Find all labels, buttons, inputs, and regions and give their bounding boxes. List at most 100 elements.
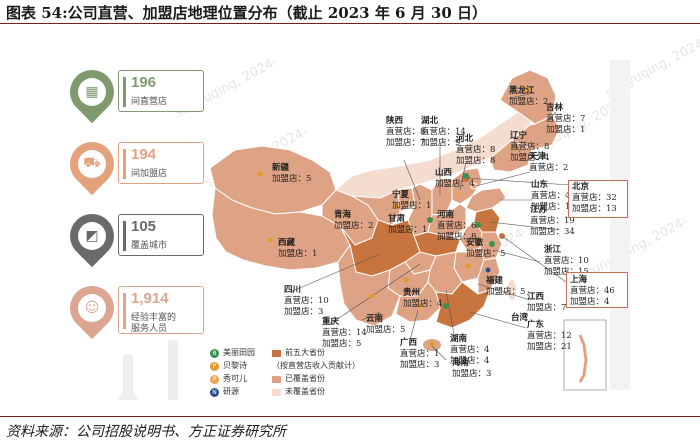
legend-swatch — [272, 375, 281, 383]
background-shadow — [610, 60, 630, 390]
legend-item: 已覆盖省份 — [272, 373, 325, 384]
brand-marker-icon — [393, 203, 399, 209]
store-count: 直营店：8 — [456, 145, 496, 155]
store-count: 加盟店：4 — [435, 179, 475, 189]
store-count: 加盟店：5 — [466, 249, 506, 259]
province-label-heilongjiang: 黑龙江 加盟店：2 — [509, 86, 548, 108]
store-count: 加盟店：1 — [278, 249, 318, 259]
province-label-ningxia: 宁夏 加盟店：1 — [392, 190, 431, 212]
store-count: 直营店：7 — [546, 114, 586, 124]
province-label-beijing: 北京 直营店：32 加盟店：13 — [572, 182, 617, 215]
legend-item: P 贝黎诗 — [210, 360, 247, 371]
province-name: 吉林 — [546, 103, 564, 113]
brand-marker-icon — [489, 241, 495, 247]
legend-text: 已覆盖省份 — [285, 374, 325, 383]
store-count: 直营店：4 — [450, 345, 490, 355]
store-count: 加盟店：8 — [456, 156, 496, 166]
people-icon: ☺ — [78, 294, 106, 322]
legend-swatch — [272, 349, 281, 357]
province-name: 河南 — [437, 210, 455, 220]
store-count: 加盟店：3 — [284, 307, 324, 317]
stat-accent — [123, 221, 126, 251]
province-name: 湖南 — [450, 334, 468, 344]
stat-direct-stores: ▦ 196 间直营店 — [60, 60, 206, 124]
figure-title: 图表 54:公司直营、加盟店地理位置分布（截止 2023 年 6 月 30 日） — [6, 4, 488, 22]
store-count: 直营店：8 — [386, 127, 426, 137]
stat-value: 1,914 — [131, 290, 169, 307]
province-label-qinghai: 青海 加盟店：2 — [334, 210, 373, 232]
province-label-hunan: 湖南 直营店：4 加盟店：4 — [450, 334, 489, 367]
province-label-jiangsu: 江苏 直营店：19 加盟店：34 — [530, 205, 575, 238]
province-shandong — [465, 187, 507, 213]
province-label-xinjiang: 新疆 加盟店：5 — [272, 163, 311, 185]
brand-dot-icon: P — [210, 374, 219, 384]
province-name: 江西 — [527, 292, 545, 302]
store-count: 加盟店：13 — [531, 202, 576, 212]
province-label-taiwan: 台湾 — [511, 313, 528, 324]
store-count: 直营店：10 — [284, 296, 329, 306]
store-count: 加盟店：1 — [392, 201, 432, 211]
store-count: 加盟店：8 — [437, 232, 477, 242]
province-name: 广东 — [527, 320, 545, 330]
store-count: 加盟店：3 — [400, 360, 440, 370]
legend-item: 未覆盖省份 — [272, 386, 325, 397]
stat-value: 105 — [131, 218, 157, 235]
legend-text: 秀可儿 — [223, 374, 247, 383]
province-name: 山东 — [531, 180, 549, 190]
province-name: 山西 — [435, 168, 453, 178]
store-count: 加盟店：5 — [366, 325, 406, 335]
store-count: 加盟店：21 — [527, 342, 572, 352]
province-label-shandong: 山东 直营店：4 加盟店：13 — [531, 180, 576, 213]
province-name: 上海 — [570, 275, 588, 285]
legend-text: 未覆盖省份 — [285, 387, 325, 396]
store-count: 加盟店：4 — [450, 356, 490, 366]
province-name: 广西 — [400, 338, 418, 348]
province-name: 河北 — [456, 134, 474, 144]
stat-service-staff: ☺ 1,914 经验丰富的 服务人员 — [60, 276, 206, 340]
legend-text: 前五大省份 — [285, 348, 325, 357]
storefront-icon: ▦ — [78, 78, 106, 106]
brand-marker-icon — [524, 87, 530, 93]
province-label-guizhou: 贵州 加盟店：4 — [403, 288, 442, 310]
legend-item: B 美丽田园 — [210, 347, 255, 358]
stat-label: 间直营店 — [131, 97, 168, 107]
stat-franchise-stores: ⛟ 194 间加盟店 — [60, 132, 206, 196]
store-count: 直营店：19 — [530, 216, 575, 226]
brand-marker-icon — [509, 145, 515, 151]
province-name: 海南 — [452, 358, 470, 368]
store-count: 加盟店：5 — [486, 287, 526, 297]
store-count: 直营店：14 — [421, 127, 466, 137]
province-label-yunnan: 云南 加盟店：5 — [366, 314, 405, 336]
leader-lines — [289, 93, 571, 361]
stat-value: 196 — [131, 74, 157, 91]
store-count: 直营店：8 — [510, 142, 550, 152]
shanghai-callout-box — [566, 272, 628, 308]
background-column — [168, 340, 178, 400]
province-label-xizang: 西藏 加盟店：1 — [278, 238, 317, 260]
province-label-henan: 河南 直营店：6 加盟店：8 — [437, 210, 476, 243]
legend-item: 前五大省份 — [272, 347, 325, 358]
store-count: 直营店：6 — [437, 221, 477, 231]
legend-text: 美丽田园 — [223, 348, 255, 357]
store-count: 加盟店：5 — [272, 174, 312, 184]
store-count: 加盟店：3 — [452, 369, 492, 379]
province-name: 新疆 — [272, 163, 290, 173]
legend-text: 研源 — [223, 387, 239, 396]
store-count: 加盟店：13 — [572, 204, 617, 214]
south-sea-inset — [563, 319, 607, 391]
legend-item: P 秀可儿 — [210, 373, 247, 384]
province-jilin — [511, 115, 561, 151]
province-name: 北京 — [572, 182, 590, 192]
province-name: 安徽 — [466, 238, 484, 248]
province-name: 台湾 — [511, 313, 529, 323]
beijing-callout-box — [568, 180, 628, 218]
province-label-sichuan: 四川 直营店：10 加盟店：3 — [284, 285, 329, 318]
province-label-jilin: 吉林 直营店：7 加盟店：1 — [546, 103, 585, 136]
store-count: 直营店：10 — [544, 256, 589, 266]
province-label-gansu: 甘肃 加盟店：1 — [388, 214, 427, 236]
stat-value: 194 — [131, 146, 157, 163]
title-bar: 图表 54:公司直营、加盟店地理位置分布（截止 2023 年 6 月 30 日） — [0, 0, 700, 24]
brand-marker-icon — [443, 303, 449, 309]
brand-marker-icon — [343, 212, 349, 218]
